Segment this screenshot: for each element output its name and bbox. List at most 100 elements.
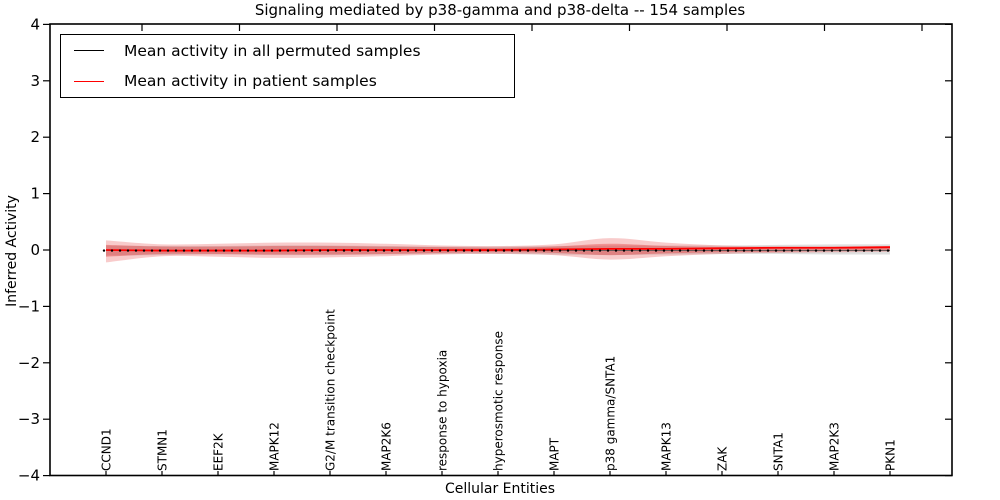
data-point-marker <box>550 249 554 252</box>
y-tick-label: 0 <box>30 241 40 259</box>
data-point-marker <box>270 249 274 252</box>
data-point-marker <box>206 249 210 252</box>
data-point-marker <box>750 249 754 252</box>
data-point-marker <box>502 249 506 252</box>
y-tick-label: −3 <box>18 410 40 428</box>
x-tick-label: CCND1 <box>100 428 114 471</box>
data-point-marker <box>238 249 242 252</box>
data-point-marker <box>454 249 458 252</box>
data-point-marker <box>174 249 178 252</box>
data-point-marker <box>286 249 290 252</box>
legend-item-permuted: Mean activity in all permuted samples <box>61 36 514 65</box>
data-point-marker <box>854 249 858 252</box>
data-point-marker <box>342 249 346 252</box>
x-tick-label: MAPT <box>548 437 562 471</box>
x-tick-label: response to hypoxia <box>436 350 450 471</box>
data-point-marker <box>486 249 490 252</box>
data-point-marker <box>142 249 146 252</box>
x-axis-label: Cellular Entities <box>444 481 556 497</box>
patient-mean-line <box>105 246 891 252</box>
data-point-marker <box>534 249 538 252</box>
data-point-marker <box>446 249 450 252</box>
data-point-marker <box>742 249 746 252</box>
data-point-marker <box>326 249 330 252</box>
data-point-marker <box>606 249 610 252</box>
legend-label-patient: Mean activity in patient samples <box>124 72 377 91</box>
x-tick-label: MAPK12 <box>268 422 282 471</box>
data-point-marker <box>430 249 434 252</box>
data-point-marker <box>622 249 626 252</box>
data-point-marker <box>134 249 138 252</box>
data-point-marker <box>662 249 666 252</box>
x-tick-label: EEF2K <box>212 432 226 471</box>
data-point-marker <box>566 249 570 252</box>
data-point-marker <box>390 249 394 252</box>
data-point-marker <box>798 249 802 252</box>
data-point-marker <box>790 249 794 252</box>
data-point-marker <box>598 249 602 252</box>
data-point-marker <box>774 249 778 252</box>
data-point-marker <box>118 249 122 252</box>
chart-title: Signaling mediated by p38-gamma and p38-… <box>254 1 746 19</box>
data-point-marker <box>494 249 498 252</box>
data-point-marker <box>374 249 378 252</box>
data-point-marker <box>214 249 218 252</box>
data-point-marker <box>838 249 842 252</box>
data-point-marker <box>694 249 698 252</box>
data-point-marker <box>670 249 674 252</box>
data-point-marker <box>782 249 786 252</box>
data-point-marker <box>278 249 282 252</box>
data-point-marker <box>870 249 874 252</box>
y-axis-label: Inferred Activity <box>4 195 20 307</box>
x-tick-label: ZAK <box>716 446 730 471</box>
data-point-marker <box>302 249 306 252</box>
y-tick-label: 4 <box>30 15 40 33</box>
data-point-marker <box>686 249 690 252</box>
data-point-marker <box>886 249 890 252</box>
data-point-marker <box>630 249 634 252</box>
x-tick-label: hyperosmotic response <box>492 331 506 471</box>
data-point-marker <box>246 249 250 252</box>
data-point-marker <box>726 249 730 252</box>
x-tick-label: p38 gamma/SNTA1 <box>604 356 618 471</box>
data-point-marker <box>646 249 650 252</box>
x-tick-label: SNTA1 <box>772 432 786 471</box>
data-point-marker <box>350 249 354 252</box>
data-point-marker <box>526 249 530 252</box>
data-point-marker <box>590 249 594 252</box>
data-point-marker <box>478 249 482 252</box>
data-point-marker <box>398 249 402 252</box>
data-point-marker <box>190 249 194 252</box>
data-point-marker <box>222 249 226 252</box>
data-point-marker <box>166 249 170 252</box>
data-point-marker <box>126 249 130 252</box>
data-point-marker <box>366 249 370 252</box>
data-point-marker <box>406 249 410 252</box>
y-tick-label: 1 <box>30 185 40 203</box>
data-point-marker <box>294 249 298 252</box>
data-point-marker <box>334 249 338 252</box>
data-point-marker <box>862 249 866 252</box>
data-point-marker <box>230 249 234 252</box>
x-tick-label: MAP2K6 <box>380 422 394 471</box>
data-point-marker <box>110 249 114 252</box>
data-point-marker <box>158 249 162 252</box>
data-point-marker <box>574 249 578 252</box>
data-point-marker <box>150 249 154 252</box>
data-point-marker <box>310 249 314 252</box>
data-point-marker <box>102 249 106 252</box>
data-point-marker <box>702 249 706 252</box>
data-point-marker <box>198 249 202 252</box>
y-tick-label: −4 <box>18 467 40 485</box>
y-tick-label: −1 <box>18 297 40 315</box>
black-line-icon <box>74 50 104 52</box>
data-point-marker <box>438 249 442 252</box>
y-tick-label: −2 <box>18 354 40 372</box>
red-line-icon <box>74 80 104 82</box>
data-point-marker <box>542 249 546 252</box>
data-point-marker <box>358 249 362 252</box>
legend-item-patient: Mean activity in patient samples <box>61 67 514 96</box>
data-point-marker <box>558 249 562 252</box>
